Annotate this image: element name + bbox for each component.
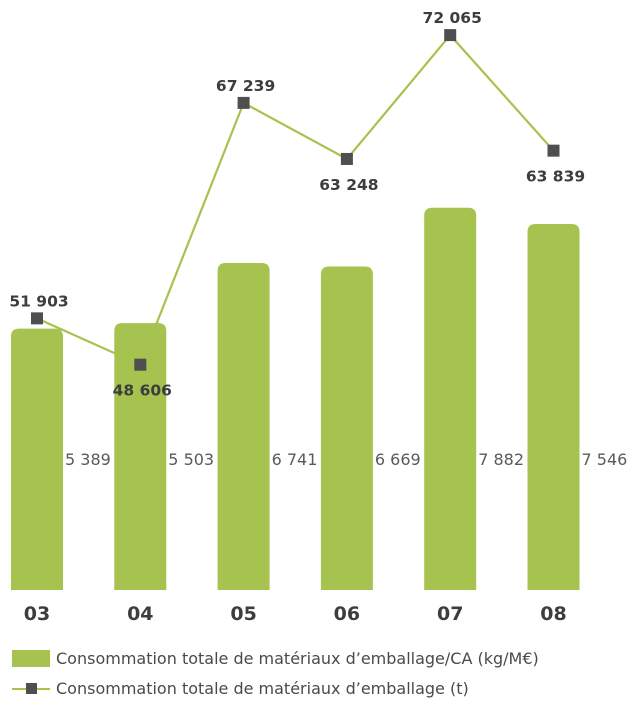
bar-value-label: 5 389 bbox=[65, 450, 111, 469]
line-marker bbox=[134, 358, 147, 371]
category-label: 03 bbox=[24, 603, 50, 625]
line-marker bbox=[31, 312, 43, 325]
category-label: 04 bbox=[127, 603, 153, 625]
legend-item-bar: Consommation totale de matériaux d’embal… bbox=[12, 645, 539, 671]
bar-value-label: 7 546 bbox=[582, 450, 628, 469]
category-label: 08 bbox=[540, 603, 566, 625]
line-series-path bbox=[36, 33, 555, 367]
category-label: 06 bbox=[334, 603, 360, 625]
legend-item-line: Consommation totale de matériaux d’embal… bbox=[12, 675, 539, 701]
line-value-label: 48 606 bbox=[113, 382, 172, 400]
line-value-label: 72 065 bbox=[423, 9, 482, 27]
bar-value-label: 6 669 bbox=[375, 450, 421, 469]
legend-line-label: Consommation totale de matériaux d’embal… bbox=[56, 678, 469, 698]
line-marker bbox=[340, 152, 353, 165]
line-value-label: 63 248 bbox=[319, 176, 378, 194]
bar-series bbox=[11, 207, 580, 591]
legend-bar-swatch bbox=[12, 649, 50, 667]
bar-value-label: 6 741 bbox=[272, 450, 318, 469]
line-value-label: 67 239 bbox=[216, 77, 275, 95]
line-marker bbox=[444, 29, 457, 42]
bar-value-labels: 5 389 5 503 6 741 6 669 7 882 7 546 bbox=[65, 450, 627, 469]
legend-line-swatch bbox=[12, 680, 50, 697]
line-marker bbox=[237, 96, 250, 109]
line-value-label: 63 839 bbox=[526, 168, 585, 186]
chart: 5 389 5 503 6 741 6 669 7 882 7 546 51 903 48 … bbox=[9, 9, 627, 625]
line-marker bbox=[547, 144, 560, 157]
bar-06 bbox=[320, 266, 373, 590]
legend: Consommation totale de matériaux d’embal… bbox=[12, 645, 539, 705]
bar-03 bbox=[11, 328, 63, 590]
line-markers bbox=[31, 29, 560, 371]
category-labels: 03 04 05 06 07 08 bbox=[24, 603, 567, 625]
line-value-labels: 51 903 48 606 67 239 63 248 72 065 63 839 bbox=[9, 9, 585, 400]
bar-value-label: 5 503 bbox=[168, 450, 214, 469]
bar-value-label: 7 882 bbox=[478, 450, 524, 469]
bar-04 bbox=[114, 323, 167, 590]
bar-07 bbox=[424, 207, 477, 590]
line-value-label: 51 903 bbox=[9, 292, 68, 310]
category-label: 07 bbox=[437, 603, 463, 625]
legend-bar-label: Consommation totale de matériaux d’embal… bbox=[56, 648, 539, 668]
bar-05 bbox=[217, 263, 270, 590]
category-label: 05 bbox=[230, 603, 256, 625]
bar-08 bbox=[527, 224, 580, 591]
